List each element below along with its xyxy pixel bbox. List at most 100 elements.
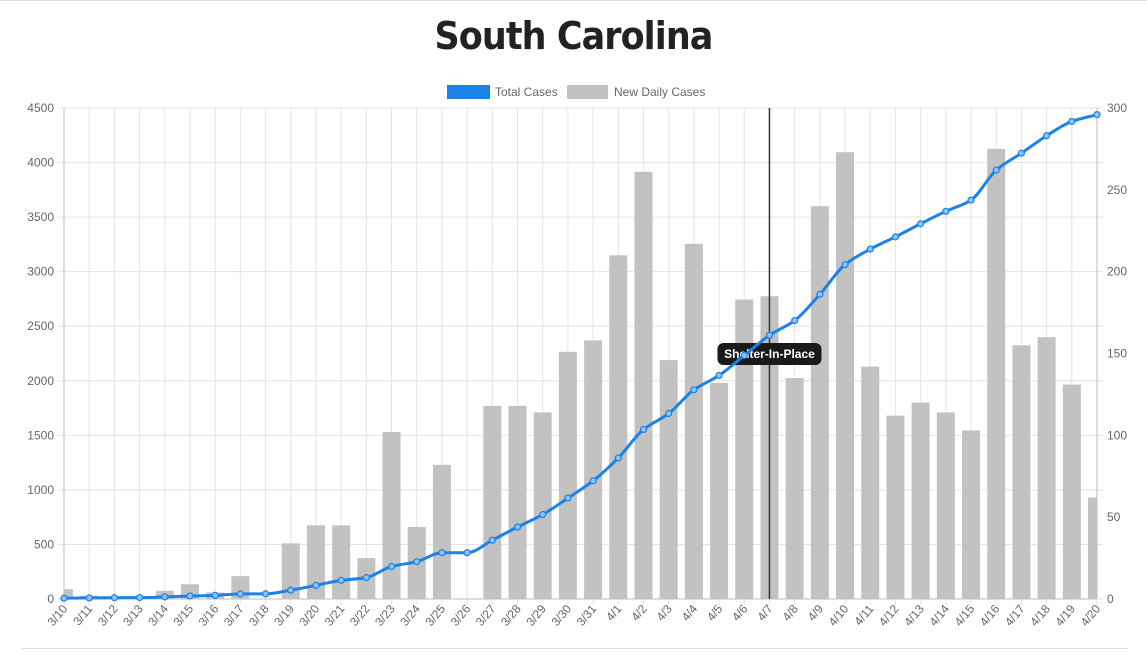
point-total-cases[interactable] xyxy=(614,454,622,462)
bar-new-daily-cases[interactable] xyxy=(684,243,703,600)
point-total-cases[interactable] xyxy=(135,593,144,602)
point-total-cases[interactable] xyxy=(261,590,270,598)
bar-new-daily-cases[interactable] xyxy=(962,430,981,599)
point-total-cases[interactable] xyxy=(765,331,774,339)
x-tick-label: 3/21 xyxy=(322,602,348,629)
point-total-cases[interactable] xyxy=(665,409,673,418)
legend-label-total-cases[interactable]: Total Cases xyxy=(495,85,558,99)
point-total-cases[interactable] xyxy=(841,260,849,269)
point-total-cases[interactable] xyxy=(639,425,648,434)
bar-new-daily-cases[interactable] xyxy=(483,405,502,599)
bar-new-daily-cases[interactable] xyxy=(1012,345,1031,599)
bar-new-daily-cases[interactable] xyxy=(710,382,729,599)
legend-label-new-daily-cases[interactable]: New Daily Cases xyxy=(614,85,705,99)
point-total-cases[interactable] xyxy=(791,316,799,325)
point-total-cases[interactable] xyxy=(891,233,900,241)
point-total-cases[interactable] xyxy=(740,351,748,360)
y-right-tick-label: 50 xyxy=(1107,510,1121,524)
bar-new-daily-cases[interactable] xyxy=(558,351,577,599)
x-tick-label: 3/19 xyxy=(271,602,297,629)
point-total-cases[interactable] xyxy=(1043,132,1051,140)
point-total-cases[interactable] xyxy=(488,536,496,544)
x-tick-label: 4/17 xyxy=(1002,602,1028,629)
bar-new-daily-cases[interactable] xyxy=(1037,337,1056,599)
bar-new-daily-cases[interactable] xyxy=(1062,384,1081,599)
bar-new-daily-cases[interactable] xyxy=(886,415,905,599)
point-total-cases[interactable] xyxy=(589,477,597,485)
x-tick-label: 3/25 xyxy=(422,602,448,629)
point-total-cases[interactable] xyxy=(110,594,118,602)
point-total-cases[interactable] xyxy=(539,510,547,519)
bar-new-daily-cases[interactable] xyxy=(533,412,552,599)
point-total-cases[interactable] xyxy=(312,581,320,589)
y-right-tick-label: 150 xyxy=(1107,347,1127,361)
x-tick-label: 4/6 xyxy=(729,602,751,624)
bar-new-daily-cases[interactable] xyxy=(836,152,855,599)
point-total-cases[interactable] xyxy=(337,576,345,584)
point-total-cases[interactable] xyxy=(413,558,421,566)
point-total-cases[interactable] xyxy=(992,166,1000,174)
x-tick-label: 4/15 xyxy=(952,602,978,629)
bar-new-daily-cases[interactable] xyxy=(861,366,880,599)
bar-new-daily-cases[interactable] xyxy=(306,525,325,599)
bar-new-daily-cases[interactable] xyxy=(659,360,678,599)
bar-new-daily-cases[interactable] xyxy=(810,206,829,599)
bar-new-daily-cases[interactable] xyxy=(64,589,73,599)
point-total-cases[interactable] xyxy=(362,574,370,582)
x-tick-label: 4/16 xyxy=(977,602,1003,629)
point-total-cases[interactable] xyxy=(690,386,698,394)
point-total-cases[interactable] xyxy=(513,523,522,531)
point-total-cases[interactable] xyxy=(85,594,93,602)
bar-new-daily-cases[interactable] xyxy=(432,464,451,599)
point-total-cases[interactable] xyxy=(287,586,295,594)
y-right-tick-label: 200 xyxy=(1107,265,1127,279)
point-total-cases[interactable] xyxy=(236,590,244,598)
point-total-cases[interactable] xyxy=(866,245,874,253)
x-tick-label: 3/30 xyxy=(548,602,574,629)
bar-new-daily-cases[interactable] xyxy=(735,299,754,599)
point-total-cases[interactable] xyxy=(715,371,723,380)
point-total-cases[interactable] xyxy=(1068,117,1076,126)
x-tick-label: 3/20 xyxy=(297,602,323,629)
bar-new-daily-cases[interactable] xyxy=(634,171,653,599)
bar-new-daily-cases[interactable] xyxy=(936,412,955,599)
x-tick-label: 4/7 xyxy=(754,602,776,624)
point-total-cases[interactable] xyxy=(438,549,446,557)
bar-new-daily-cases[interactable] xyxy=(332,525,351,599)
bar-new-daily-cases[interactable] xyxy=(987,148,1006,599)
point-total-cases[interactable] xyxy=(1017,149,1026,157)
legend-swatch-total-cases[interactable] xyxy=(447,85,490,99)
top-divider xyxy=(0,0,1147,1)
point-total-cases[interactable] xyxy=(942,207,950,215)
point-total-cases[interactable] xyxy=(186,592,194,600)
point-total-cases[interactable] xyxy=(211,591,219,599)
x-tick-label: 3/29 xyxy=(523,602,549,629)
x-tick-label: 4/2 xyxy=(628,602,650,624)
y-left-tick-label: 3000 xyxy=(27,265,54,279)
bar-new-daily-cases[interactable] xyxy=(281,543,300,599)
legend[interactable]: Total Cases New Daily Cases xyxy=(447,85,705,99)
x-tick-label: 3/12 xyxy=(95,602,121,629)
legend-swatch-new-daily-cases[interactable] xyxy=(567,85,608,99)
line-series xyxy=(60,111,1101,602)
x-tick-label: 4/11 xyxy=(851,602,876,628)
point-total-cases[interactable] xyxy=(564,494,572,502)
bar-new-daily-cases[interactable] xyxy=(584,340,603,599)
bar-new-daily-cases[interactable] xyxy=(382,432,401,599)
point-total-cases[interactable] xyxy=(816,290,824,298)
annotation-group: Shelter-In-Place xyxy=(717,108,822,599)
point-total-cases[interactable] xyxy=(463,549,471,557)
point-total-cases[interactable] xyxy=(161,593,169,601)
bar-new-daily-cases[interactable] xyxy=(911,402,930,599)
point-total-cases[interactable] xyxy=(60,594,68,602)
point-total-cases[interactable] xyxy=(1093,111,1101,119)
point-total-cases[interactable] xyxy=(387,562,396,571)
bar-new-daily-cases[interactable] xyxy=(1088,497,1097,599)
point-total-cases[interactable] xyxy=(967,196,975,204)
x-tick-label: 3/27 xyxy=(473,602,499,629)
point-total-cases[interactable] xyxy=(917,220,925,228)
bar-new-daily-cases[interactable] xyxy=(785,378,804,599)
bar-new-daily-cases[interactable] xyxy=(609,255,628,600)
bar-new-daily-cases[interactable] xyxy=(508,405,527,599)
